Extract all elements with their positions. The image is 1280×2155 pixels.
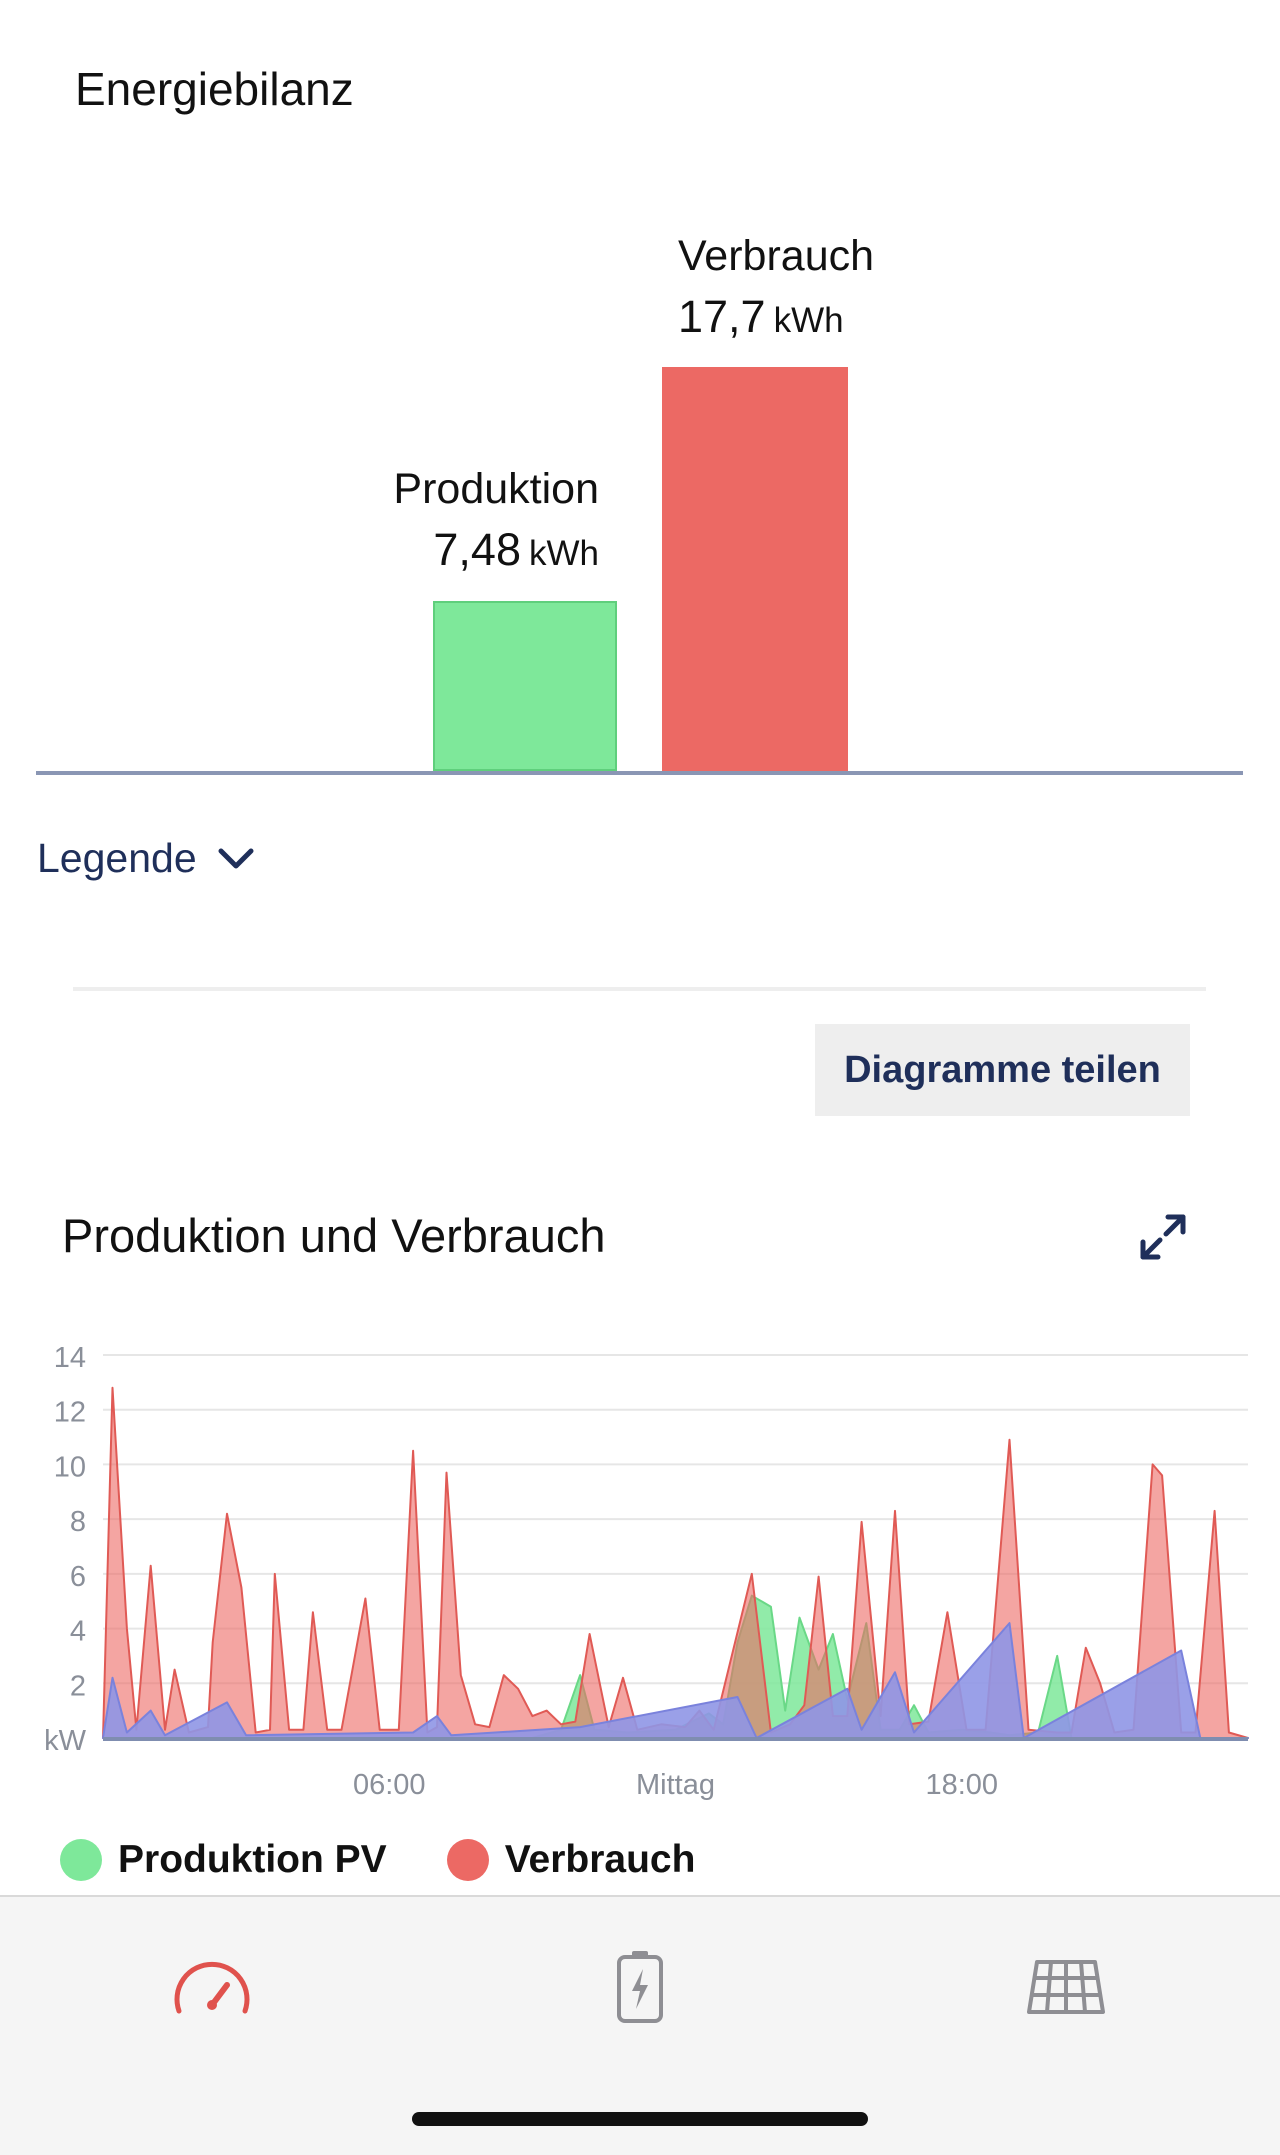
y-unit-label: kW xyxy=(44,1725,87,1757)
y-tick-label: 12 xyxy=(54,1397,86,1429)
tab-solar[interactable] xyxy=(1016,1937,1116,2037)
x-tick-label: Mittag xyxy=(636,1769,715,1801)
y-tick-label: 14 xyxy=(54,1342,86,1374)
consumption-area xyxy=(102,1386,1249,1739)
consumption-unit: kWh xyxy=(773,301,844,340)
legend-item-production: Produktion PV xyxy=(60,1838,387,1882)
legend-dot-production xyxy=(60,1839,102,1881)
tab-dashboard[interactable] xyxy=(162,1937,262,2037)
expand-icon[interactable] xyxy=(1138,1212,1188,1262)
production-consumption-chart: 2 4 6 8 10 12 14 kW 06:00 Mittag 18:00 xyxy=(44,1342,1249,1801)
energy-balance-title: Energiebilanz xyxy=(75,63,354,115)
gauge-icon xyxy=(174,1961,250,2014)
solar-panel-icon xyxy=(1027,1960,1105,2014)
tab-battery[interactable] xyxy=(590,1937,690,2037)
production-label: Produktion xyxy=(393,465,599,513)
chart-section-title: Produktion und Verbrauch xyxy=(62,1209,606,1262)
legend-item-consumption: Verbrauch xyxy=(446,1838,696,1882)
overlap-area xyxy=(102,1622,1249,1739)
consumption-bar xyxy=(662,367,848,771)
consumption-value-line: 17,7 kWh xyxy=(678,291,874,343)
consumption-label-group: Verbrauch 17,7 kWh xyxy=(678,232,874,343)
chevron-down-icon xyxy=(218,848,254,868)
production-unit: kWh xyxy=(529,534,599,573)
y-tick-label: 8 xyxy=(70,1506,86,1538)
consumption-label: Verbrauch xyxy=(678,232,875,280)
home-indicator xyxy=(412,2112,868,2126)
bar-chart-baseline xyxy=(36,771,1243,775)
consumption-value: 17,7 xyxy=(678,291,766,342)
legend-dot-consumption xyxy=(446,1839,489,1881)
legend-label-consumption: Verbrauch xyxy=(504,1838,696,1881)
legend-toggle[interactable]: Legende xyxy=(37,835,255,882)
battery-charging-icon xyxy=(617,1951,663,2023)
production-value-line: 7,48 kWh xyxy=(364,524,599,576)
y-tick-label: 10 xyxy=(54,1451,86,1483)
production-label-group: Produktion 7,48 kWh xyxy=(364,465,599,576)
share-charts-button[interactable]: Diagramme teilen xyxy=(815,1024,1190,1116)
x-tick-label: 06:00 xyxy=(353,1769,426,1801)
y-tick-label: 2 xyxy=(70,1670,86,1702)
legend-toggle-label: Legende xyxy=(37,835,197,881)
y-tick-label: 4 xyxy=(70,1616,86,1648)
x-tick-label: 18:00 xyxy=(925,1769,998,1801)
section-divider xyxy=(73,987,1206,991)
production-bar xyxy=(433,601,617,771)
y-tick-label: 6 xyxy=(70,1561,86,1593)
tab-bar xyxy=(0,1895,1280,2155)
chart-legend: Produktion PV Verbrauch xyxy=(60,1838,755,1882)
legend-label-production: Produktion PV xyxy=(118,1838,387,1881)
production-value: 7,48 xyxy=(433,524,521,575)
